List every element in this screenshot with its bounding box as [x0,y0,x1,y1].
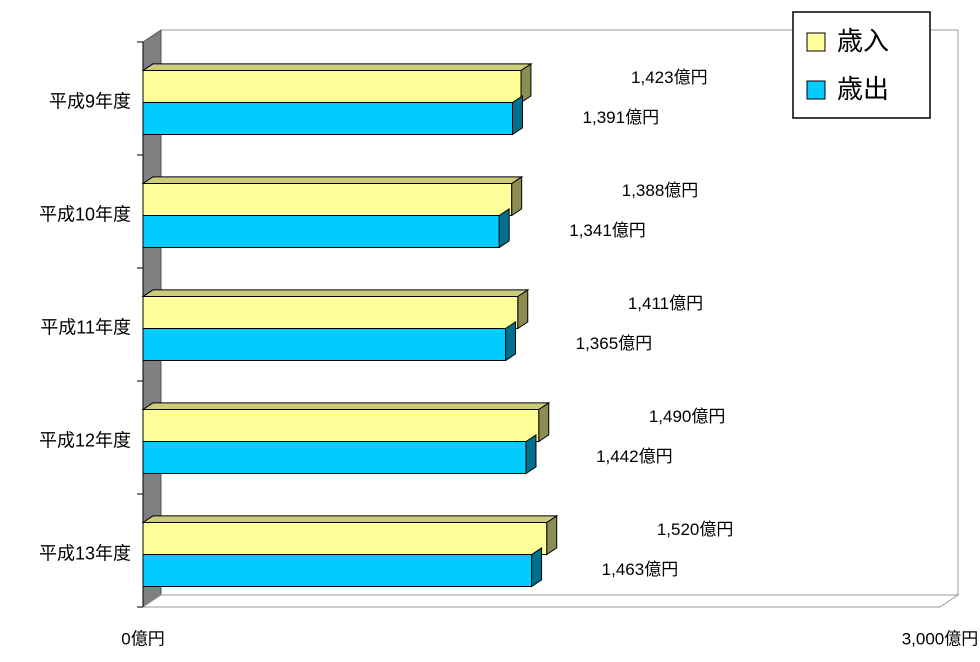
category-label: 平成9年度 [49,91,131,111]
data-labels: 1,423億円 1,391億円 1,388億円 1,341億円 1,411億円 1,365… [569,68,733,579]
category-label: 平成13年度 [39,543,131,563]
data-label: 1,365億円 [576,334,653,353]
x-tick-label: 3,000億円 [902,629,979,648]
bar-side [498,207,510,249]
data-label: 1,463億円 [602,560,679,579]
data-label: 1,520億円 [657,520,734,539]
bar-front [142,296,519,329]
bar-front [142,409,540,442]
bars [141,62,559,588]
legend-box [792,11,931,119]
legend-swatch [806,80,826,100]
bar-front [142,441,527,474]
bar-front [142,328,507,361]
bar-front [142,70,522,103]
data-label: 1,490億円 [649,407,726,426]
legend-label: 歳出 [837,74,889,104]
bar-front [142,554,533,587]
floor [141,594,960,608]
data-label: 1,388億円 [622,181,699,200]
bar-side [512,94,523,136]
bar-side [546,514,558,556]
bar-top [141,402,551,410]
value-axis-ticks: 0億円 3,000億円 [121,629,978,648]
bar-top [141,63,533,71]
back-wall-outline [161,29,959,595]
bar-front [142,215,500,248]
data-label: 1,341億円 [569,221,646,240]
bar-front [142,102,514,135]
category-label: 平成10年度 [39,204,131,224]
legend-label: 歳入 [837,26,889,56]
x-tick-label: 0億円 [121,629,164,648]
bar-side [505,320,517,362]
bar-side [538,401,550,443]
bar-side [525,433,537,475]
bar-top [141,289,530,297]
category-label: 平成12年度 [39,430,131,450]
bar-top [141,176,524,184]
data-label: 1,442億円 [596,447,673,466]
bar-side [517,288,529,330]
legend-swatch [806,32,826,52]
data-label: 1,391億円 [583,108,660,127]
bar-side [520,62,532,104]
bar-front [142,183,513,216]
data-label: 1,411億円 [628,294,703,313]
bar-top [141,515,559,523]
category-label: 平成11年度 [40,317,131,337]
data-label: 1,423億円 [631,68,708,87]
bar-side [531,546,543,588]
bar-front [142,522,548,555]
bar-side [511,175,523,217]
